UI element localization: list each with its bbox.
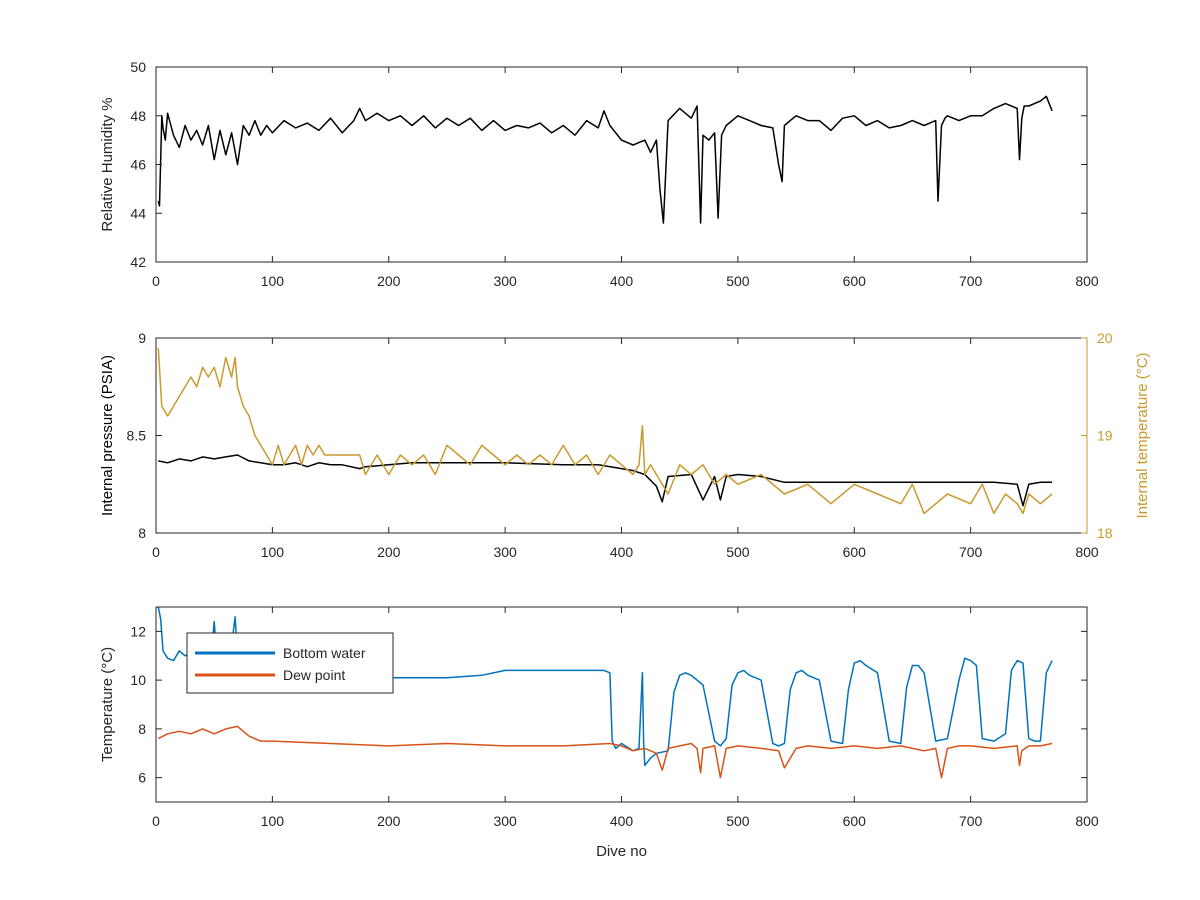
x-tick-label: 0 [152,544,160,560]
x-tick-label: 600 [843,544,867,560]
y-tick-label: 8 [138,525,146,541]
x-tick-label: 500 [726,813,750,829]
series-2-2-line [157,347,1053,515]
x-tick-label: 100 [261,273,285,289]
y-tick-label: 42 [130,254,146,270]
x-tick-label: 600 [843,813,867,829]
y2-axis-label: Internal temperature (°C) [1134,352,1151,518]
x-tick-label: 0 [152,813,160,829]
series-bottom-water-line [157,607,1053,767]
y2-tick-label: 18 [1097,525,1113,541]
y2-tick-label: 20 [1097,330,1113,346]
y-axis-label: Temperature (°C) [99,647,116,762]
y-tick-label: 46 [130,157,146,173]
y-tick-label: 8 [138,721,146,737]
x-tick-label: 100 [261,813,285,829]
x-tick-label: 100 [261,544,285,560]
x-tick-label: 800 [1075,544,1099,560]
y-axis-label: Relative Humidity % [99,97,116,231]
x-tick-label: 300 [493,813,517,829]
x-tick-label: 500 [726,273,750,289]
legend-label-bottom-water: Bottom water [283,645,366,661]
x-tick-label: 400 [610,813,634,829]
legend-box [186,632,394,694]
y-tick-label: 12 [130,623,146,639]
x-tick-label: 500 [726,544,750,560]
y-tick-label: 6 [138,770,146,786]
y2-tick-label: 19 [1097,428,1113,444]
series-1-1-line [157,95,1053,224]
y-tick-label: 10 [130,672,146,688]
subplot-2: 0 100 200 300 400 500 600 700 800 8 8.5 9 18 19 20 Inte… [99,330,1151,560]
x-tick-label: 0 [152,273,160,289]
x-tick-label: 600 [843,273,867,289]
y-tick-label: 48 [130,108,146,124]
x-tick-label: 700 [959,813,983,829]
y-tick-label: 8.5 [127,428,147,444]
x-tick-label: 300 [493,544,517,560]
axes-box [155,337,1088,534]
series-dew-point-line [157,725,1053,779]
x-tick-label: 800 [1075,273,1099,289]
x-tick-label: 200 [377,544,401,560]
x-tick-label: 300 [493,273,517,289]
legend-label-dew-point: Dew point [283,667,345,683]
x-tick-label: 700 [959,544,983,560]
y-tick-label: 9 [138,330,146,346]
legend: Bottom water Dew point [186,632,394,694]
x-tick-label: 200 [377,273,401,289]
x-axis-label: Dive no [596,843,647,860]
x-tick-label: 700 [959,273,983,289]
x-tick-label: 800 [1075,813,1099,829]
y-axis-label: Internal pressure (PSIA) [99,355,116,516]
y-tick-label: 44 [130,205,146,221]
x-tick-label: 400 [610,544,634,560]
x-tick-label: 200 [377,813,401,829]
series-2-1-line [158,454,1053,507]
subplot-3: 0 100 200 300 400 500 600 700 800 6 8 10 12 Temperatu… [99,606,1099,860]
axes-box [155,66,1088,263]
subplot-1: 0 100 200 300 400 500 600 700 800 42 44 46 48 50 Relat… [99,59,1099,289]
y-tick-label: 50 [130,59,146,75]
x-tick-label: 400 [610,273,634,289]
